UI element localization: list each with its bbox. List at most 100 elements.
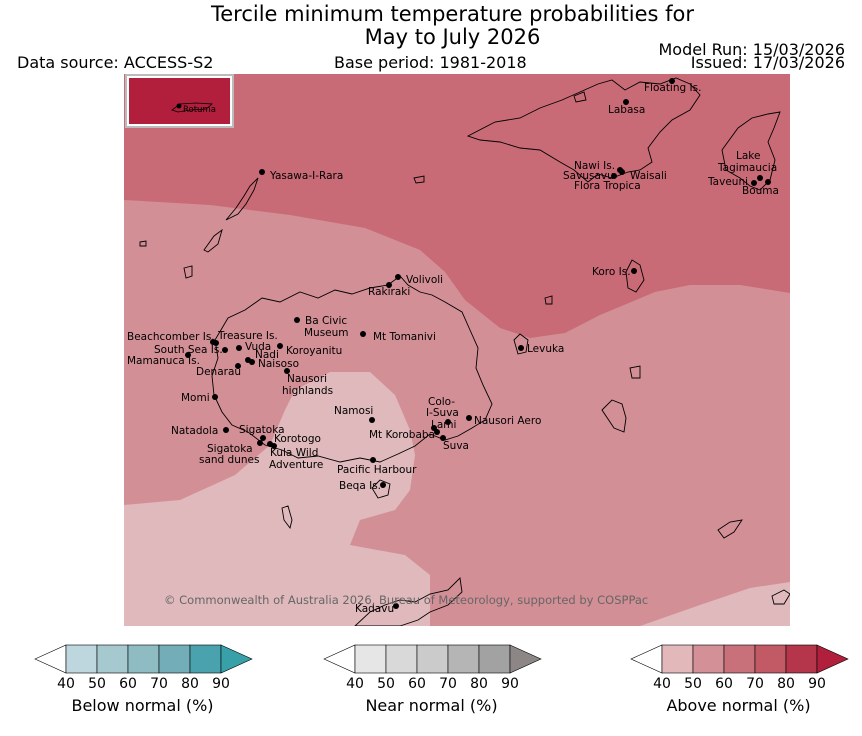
colorbar-segment xyxy=(416,644,449,674)
coastline-koro xyxy=(625,259,645,293)
colorbar-tick-label: 60 xyxy=(715,676,733,692)
model-run: Model Run: 15/03/2026 xyxy=(658,40,846,59)
place-marker xyxy=(380,482,386,488)
coastline-islet-1 xyxy=(413,175,425,184)
coastline-yasawa xyxy=(203,177,259,253)
colorbar-over-triangle xyxy=(816,644,849,674)
place-marker xyxy=(249,359,255,365)
place-marker xyxy=(611,173,617,179)
place-label: Beachcomber Is. xyxy=(127,331,215,343)
place-marker xyxy=(619,169,625,175)
colorbar-segment xyxy=(785,644,818,674)
place-label: Mt Tomanivi xyxy=(373,331,436,343)
place-label: Denarau xyxy=(196,366,241,378)
place-marker xyxy=(751,180,757,186)
place-marker xyxy=(669,78,675,84)
place-marker xyxy=(369,417,375,423)
place-label: Kula Wild xyxy=(270,447,318,459)
place-marker xyxy=(260,435,266,441)
colorbar-under-triangle xyxy=(630,644,663,674)
coastlines xyxy=(139,77,790,626)
place-label: Nausori xyxy=(287,373,327,385)
place-marker xyxy=(434,429,440,435)
colorbar-segment xyxy=(692,644,725,674)
place-marker xyxy=(360,331,366,337)
colorbar-tick-label: 90 xyxy=(212,676,230,692)
place-marker xyxy=(466,415,472,421)
place-label: South Sea Is. xyxy=(154,344,223,356)
coastline-rotuma xyxy=(171,102,214,113)
place-label: Lami xyxy=(431,419,456,431)
place-marker xyxy=(370,457,376,463)
coastline-islet-8 xyxy=(139,240,147,247)
colorbar-tick-label: 60 xyxy=(408,676,426,692)
colorbar-under-triangle xyxy=(34,644,67,674)
colorbar-tick-label: 50 xyxy=(684,676,702,692)
place-marker xyxy=(395,274,401,280)
colorbar xyxy=(323,644,542,674)
place-label: Tagimaucia xyxy=(717,162,777,174)
zone-above-40-50 xyxy=(124,372,430,626)
coastline-islet-2 xyxy=(544,295,553,305)
colorbar-segment xyxy=(447,644,480,674)
colorbar-tick-label: 40 xyxy=(57,676,75,692)
place-marker xyxy=(213,340,219,346)
colorbar-segment xyxy=(65,644,98,674)
place-marker xyxy=(223,427,229,433)
place-label: Adventure xyxy=(269,459,323,471)
place-marker xyxy=(235,363,241,369)
colorbar-tick-label: 70 xyxy=(439,676,457,692)
place-marker xyxy=(236,345,242,351)
base-period: Base period: 1981-2018 xyxy=(334,53,527,72)
place-label: Kadavu xyxy=(355,603,394,615)
place-label: Momi xyxy=(181,392,210,404)
zone-above-60-70 xyxy=(124,74,790,338)
place-label: Ba Civic xyxy=(305,315,347,327)
place-label: I-Suva xyxy=(426,407,459,419)
place-marker xyxy=(222,347,228,353)
place-label: sand dunes xyxy=(199,454,259,466)
zone-above-40-50-east xyxy=(640,582,790,626)
place-label: Koroyanitu xyxy=(286,345,342,357)
coastline-islet-6 xyxy=(771,589,790,605)
place-marker xyxy=(294,317,300,323)
colorbar-tick-label: 50 xyxy=(377,676,395,692)
place-marker xyxy=(259,169,265,175)
rotuma-label: Rotuma xyxy=(183,105,216,115)
colorbar-segment xyxy=(189,644,222,674)
place-label: Labasa xyxy=(608,104,645,116)
place-label: Floating Is. xyxy=(644,82,701,94)
colorbar-segment xyxy=(478,644,511,674)
colorbar-segment xyxy=(385,644,418,674)
place-marker xyxy=(185,352,191,358)
coastline-islet-9 xyxy=(573,91,587,103)
colorbar-tick-label: 60 xyxy=(119,676,137,692)
place-label: Levuka xyxy=(527,343,564,355)
place-label: Waisali xyxy=(630,170,667,182)
place-label: Colo- xyxy=(428,396,455,408)
place-label: Pacific Harbour xyxy=(337,464,417,476)
issued-date: Issued: 17/03/2026 xyxy=(690,53,845,72)
rotuma-marker xyxy=(176,103,182,109)
coastline-ovalau xyxy=(513,333,529,355)
place-label: Treasure Is. xyxy=(217,330,278,342)
colorbar-tick-label: 90 xyxy=(808,676,826,692)
inset-zone-above-80-90 xyxy=(129,78,230,124)
place-marker xyxy=(277,343,283,349)
place-label: Naisoso xyxy=(258,358,299,370)
place-marker xyxy=(212,394,218,400)
place-marker xyxy=(284,368,290,374)
place-label: Mt Korobaba xyxy=(369,429,435,441)
place-marker xyxy=(765,179,771,185)
place-marker xyxy=(631,268,637,274)
place-label: highlands xyxy=(282,385,333,397)
place-label: Taveuni xyxy=(707,176,748,188)
coastline-vanua-levu xyxy=(466,77,701,183)
place-label: Bouma xyxy=(742,185,779,197)
place-label: Museum xyxy=(304,327,349,339)
rotuma-inset: Rotuma xyxy=(125,74,234,128)
colorbar-tick-label: 50 xyxy=(88,676,106,692)
place-label: Sigatoka xyxy=(239,424,285,436)
coastline-viti-levu xyxy=(211,275,493,463)
